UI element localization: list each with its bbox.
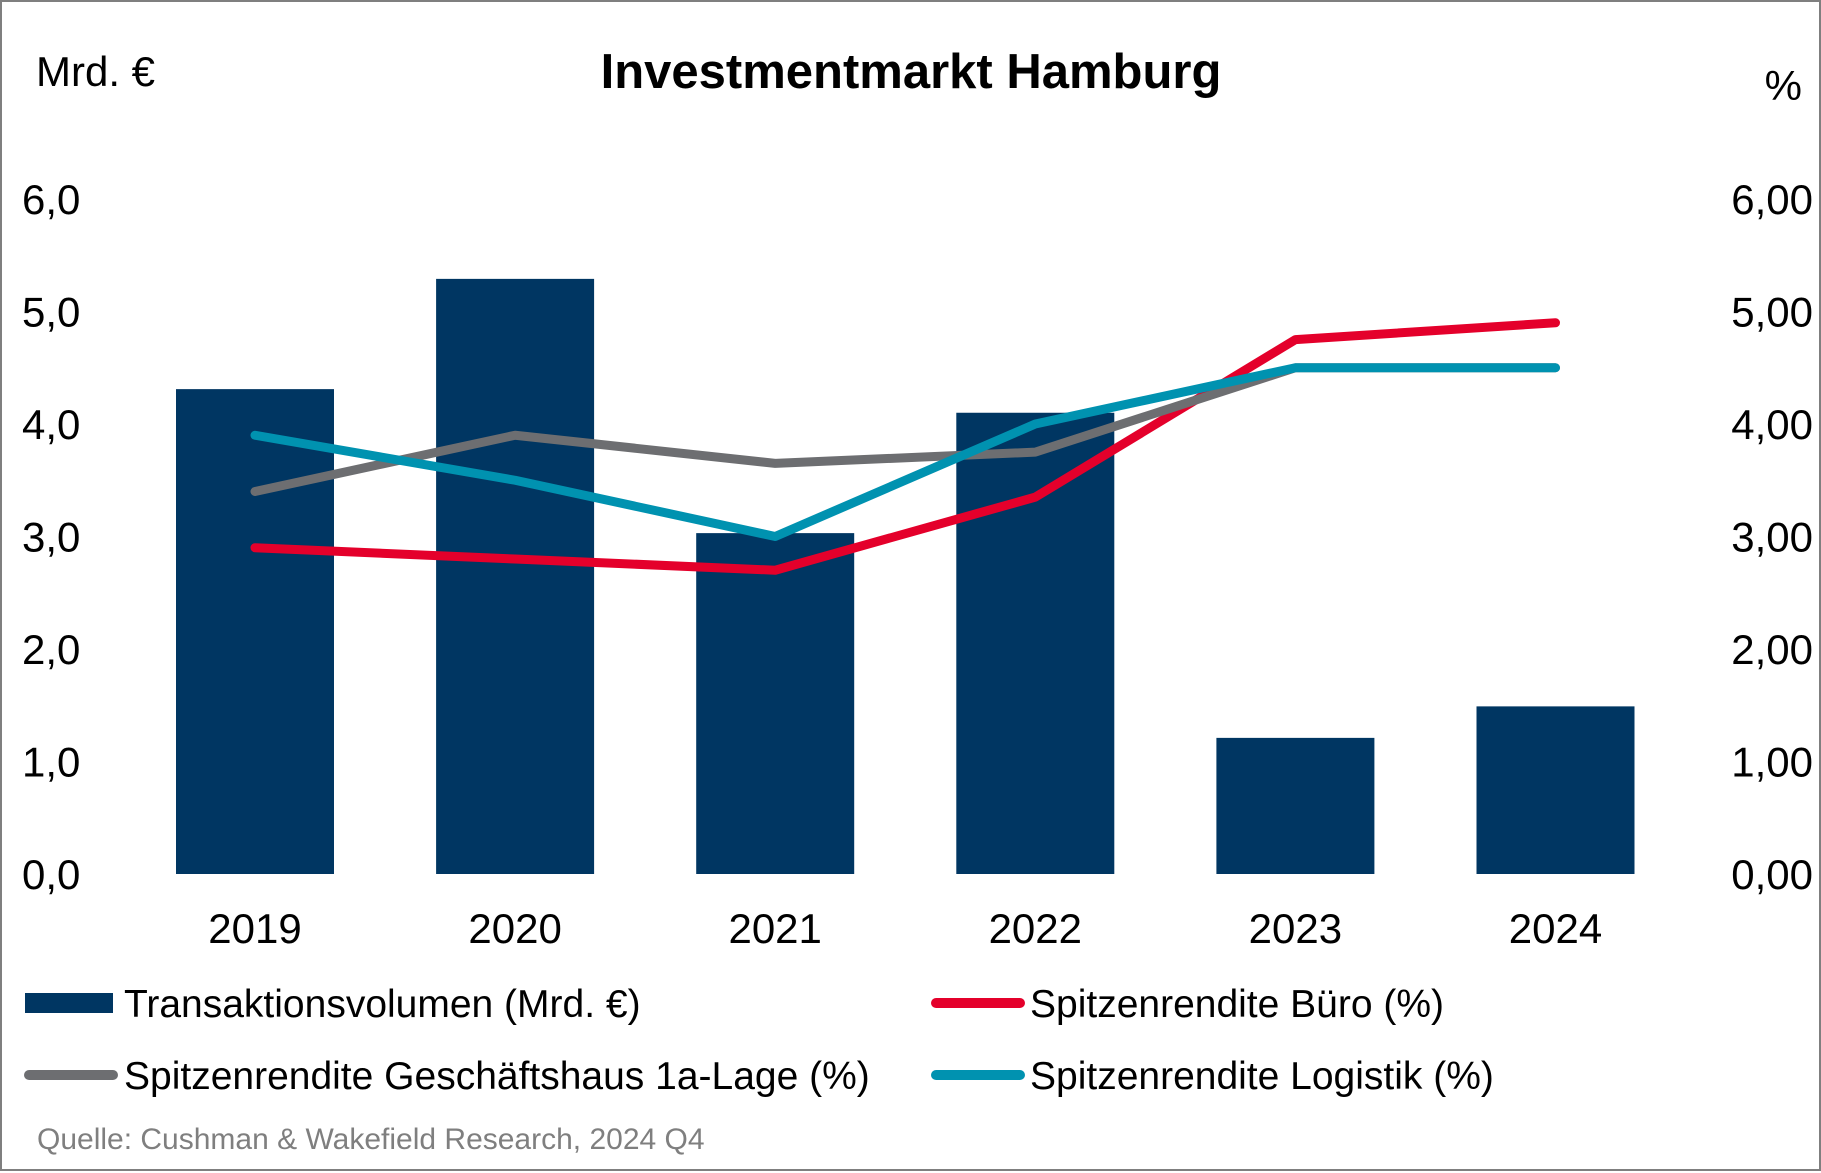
right-axis-ticks: 0,00 1,00 2,00 3,00 4,00 5,00 6,00 — [1731, 176, 1813, 898]
right-axis-unit: % — [1765, 62, 1802, 109]
x-tick-label: 2023 — [1249, 905, 1342, 952]
legend-item: Transaktionsvolumen (Mrd. €) — [25, 983, 641, 1026]
bar-2022 — [956, 413, 1114, 874]
left-tick-label: 3,0 — [22, 514, 80, 561]
left-tick-label: 4,0 — [22, 401, 80, 448]
right-tick-label: 3,00 — [1731, 514, 1813, 561]
x-tick-label: 2022 — [989, 905, 1082, 952]
legend-item: Spitzenrendite Büro (%) — [936, 983, 1444, 1026]
left-tick-label: 6,0 — [22, 176, 80, 223]
right-tick-label: 6,00 — [1731, 176, 1813, 223]
x-tick-label: 2021 — [728, 905, 821, 952]
legend-item: Spitzenrendite Logistik (%) — [936, 1055, 1494, 1098]
x-tick-label: 2024 — [1509, 905, 1602, 952]
legend-label: Spitzenrendite Geschäftshaus 1a-Lage (%) — [124, 1055, 870, 1098]
bar-2023 — [1216, 738, 1374, 874]
left-tick-label: 2,0 — [22, 626, 80, 673]
right-tick-label: 0,00 — [1731, 851, 1813, 898]
bar-2021 — [696, 533, 854, 874]
bar-2020 — [436, 279, 594, 874]
chart-title: Investmentmarkt Hamburg — [601, 45, 1222, 99]
bar-2019 — [176, 389, 334, 874]
right-tick-label: 1,00 — [1731, 739, 1813, 786]
left-tick-label: 5,0 — [22, 289, 80, 336]
legend-swatch-bar — [25, 993, 113, 1013]
right-tick-label: 2,00 — [1731, 626, 1813, 673]
left-tick-label: 1,0 — [22, 739, 80, 786]
left-tick-label: 0,0 — [22, 851, 80, 898]
x-tick-label: 2019 — [208, 905, 301, 952]
left-axis-unit: Mrd. € — [36, 48, 155, 95]
legend: Transaktionsvolumen (Mrd. €) Spitzenrendi… — [25, 983, 1494, 1098]
bar-2024 — [1477, 706, 1635, 874]
right-tick-label: 5,00 — [1731, 289, 1813, 336]
legend-label: Transaktionsvolumen (Mrd. €) — [124, 983, 641, 1026]
legend-item: Spitzenrendite Geschäftshaus 1a-Lage (%) — [29, 1055, 870, 1098]
legend-label: Spitzenrendite Büro (%) — [1030, 983, 1444, 1026]
left-axis-ticks: 0,0 1,0 2,0 3,0 4,0 5,0 6,0 — [22, 176, 80, 898]
source-note: Quelle: Cushman & Wakefield Research, 20… — [37, 1123, 705, 1156]
right-tick-label: 4,00 — [1731, 401, 1813, 448]
legend-label: Spitzenrendite Logistik (%) — [1030, 1055, 1494, 1098]
x-axis-ticks: 2019 2020 2021 2022 2023 2024 — [208, 905, 1602, 952]
x-tick-label: 2020 — [468, 905, 561, 952]
